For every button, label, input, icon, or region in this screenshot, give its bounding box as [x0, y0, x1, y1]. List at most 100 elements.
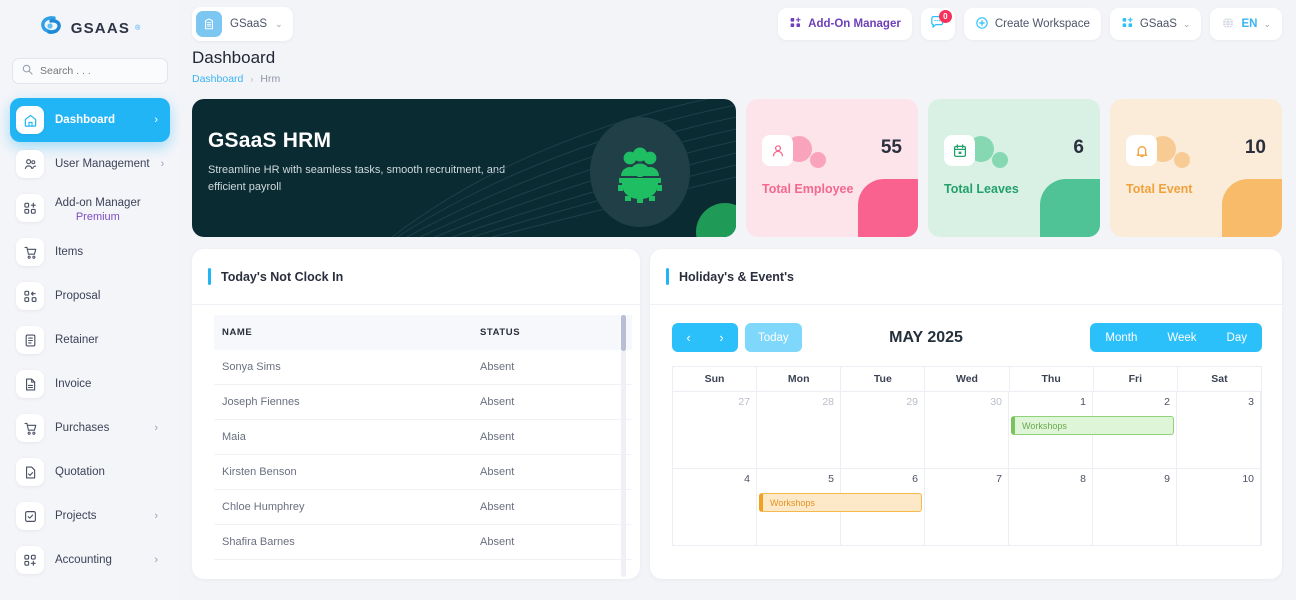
calendar-event[interactable]: Workshops — [758, 493, 922, 512]
language-select[interactable]: EN ⌄ — [1210, 8, 1282, 40]
calendar-day-cell[interactable]: 29 — [841, 391, 925, 468]
hero-banner: GSaaS HRM Streamline HR with seamless ta… — [192, 99, 736, 237]
cell-name: Chloe Humphrey — [214, 489, 472, 525]
addon-icon — [16, 546, 44, 574]
calendar-next-button[interactable]: › — [705, 323, 738, 352]
table-row[interactable]: Kirsten Benson Absent — [214, 454, 632, 490]
calendar-view-month[interactable]: Month — [1090, 323, 1152, 352]
sidebar-item-dashboard[interactable]: Dashboard › — [10, 98, 170, 142]
hero-title: GSaaS HRM — [208, 129, 332, 152]
table-scrollbar-track[interactable] — [621, 315, 626, 577]
calendar-day-cell[interactable]: 4 — [673, 468, 757, 545]
calendar-day-number: 10 — [1242, 473, 1254, 485]
table-head: NAME STATUS — [214, 315, 632, 350]
table-row[interactable]: Shafira Barnes Absent — [214, 524, 632, 560]
calendar-day-cell[interactable]: 9 — [1093, 468, 1177, 545]
topbar-actions: Add-On Manager 0 — [778, 8, 1282, 40]
table-row[interactable]: Maia Absent — [214, 419, 632, 455]
chevron-down-icon: ⌄ — [275, 18, 283, 29]
calendar-day-cell[interactable]: 30 — [925, 391, 1009, 468]
stat-value: 55 — [880, 137, 902, 158]
calendar-event[interactable]: Workshops — [1010, 416, 1174, 435]
cell-status: Absent — [472, 350, 632, 385]
table-scrollbar-thumb[interactable] — [621, 315, 626, 351]
calendar-view-week[interactable]: Week — [1152, 323, 1211, 352]
sidebar-item-purchases[interactable]: Purchases › — [10, 406, 170, 450]
calendar-view-day[interactable]: Day — [1212, 323, 1262, 352]
brand-logo[interactable]: GSAAS ® — [0, 0, 180, 48]
sidebar-item-quotation[interactable]: Quotation — [10, 450, 170, 494]
calendar-day-cell[interactable]: 2 — [1093, 391, 1177, 468]
language-label: EN — [1241, 18, 1258, 30]
sidebar-item-proposal[interactable]: Proposal — [10, 274, 170, 318]
addon-manager-button[interactable]: Add-On Manager — [778, 8, 912, 40]
breadcrumb-dashboard[interactable]: Dashboard — [192, 73, 244, 85]
home-icon — [16, 106, 44, 134]
chevron-right-icon: › — [154, 554, 158, 566]
building-icon — [196, 11, 222, 37]
calendar-day-cell[interactable]: 10 — [1177, 468, 1261, 545]
calendar-toolbar: ‹ › Today MAY 2025 Month Week Day — [650, 305, 1282, 366]
chevron-right-icon: › — [160, 158, 165, 170]
calendar-icon — [944, 135, 975, 166]
workspace-select[interactable]: GSaaS ⌄ — [1109, 8, 1202, 40]
table-row[interactable]: Sonya Sims Absent — [214, 350, 632, 385]
search-box[interactable] — [12, 58, 168, 84]
calendar-day-cell[interactable]: 6 — [841, 468, 925, 545]
breadcrumb: Dashboard › Hrm — [192, 73, 1282, 85]
summary-row: GSaaS HRM Streamline HR with seamless ta… — [192, 99, 1282, 237]
table-body: Sonya Sims Absent Joseph Fiennes Absent … — [214, 350, 632, 560]
chevron-down-icon: ⌄ — [1263, 18, 1271, 29]
calendar-today-button[interactable]: Today — [745, 323, 802, 352]
plus-circle-icon — [975, 16, 989, 33]
cart-icon — [16, 238, 44, 266]
stat-card-total-employee[interactable]: 55 Total Employee — [746, 99, 918, 237]
table-row[interactable]: Joseph Fiennes Absent — [214, 384, 632, 420]
users-icon — [16, 150, 44, 178]
sidebar: GSAAS ® — [0, 0, 180, 600]
create-workspace-label: Create Workspace — [994, 18, 1090, 30]
sidebar-item-projects[interactable]: Projects › — [10, 494, 170, 538]
sidebar-item-items[interactable]: Items — [10, 230, 170, 274]
stat-label: Total Employee — [762, 182, 854, 196]
sidebar-item-invoice[interactable]: Invoice — [10, 362, 170, 406]
brand-registered-icon: ® — [135, 24, 141, 32]
sidebar-item-retainer[interactable]: Retainer — [10, 318, 170, 362]
calendar-day-cell[interactable]: 27 — [673, 391, 757, 468]
hero-subtitle: Streamline HR with seamless tasks, smoot… — [208, 164, 506, 194]
calendar-day-number: 4 — [744, 473, 750, 485]
stat-card-total-event[interactable]: 10 Total Event — [1110, 99, 1282, 237]
cell-name: Shafira Barnes — [214, 524, 472, 560]
calendar-day-cell[interactable]: 3 — [1177, 391, 1261, 468]
stat-corner-decoration — [1222, 179, 1282, 237]
create-workspace-button[interactable]: Create Workspace — [963, 8, 1101, 40]
breadcrumb-hrm: Hrm — [260, 73, 281, 85]
addon-icon — [1121, 16, 1134, 32]
chevron-right-icon: › — [250, 74, 254, 84]
column-header-status: STATUS — [472, 315, 632, 350]
projects-icon — [16, 502, 44, 530]
workspace-switcher[interactable]: GSaaS ⌄ — [192, 7, 293, 41]
sidebar-item-addon-manager[interactable]: Add-on Manager Premium — [10, 186, 170, 230]
stat-label: Total Event — [1126, 182, 1193, 196]
calendar-day-cell[interactable]: 28 — [757, 391, 841, 468]
stat-card-total-leaves[interactable]: 6 Total Leaves — [928, 99, 1100, 237]
calendar-day-cell[interactable]: 8 — [1009, 468, 1093, 545]
stat-corner-decoration — [858, 179, 918, 237]
search-input[interactable] — [40, 65, 158, 77]
cell-name: Maia — [214, 419, 472, 455]
messages-button[interactable]: 0 — [920, 8, 955, 40]
table-row[interactable]: Chloe Humphrey Absent — [214, 489, 632, 525]
calendar-day-number: 6 — [912, 473, 918, 485]
sidebar-item-accounting[interactable]: Accounting › — [10, 538, 170, 582]
cell-status: Absent — [472, 419, 632, 455]
calendar-prev-button[interactable]: ‹ — [672, 323, 705, 352]
calendar-day-number: 2 — [1164, 396, 1170, 408]
calendar-day-cell[interactable]: 7 — [925, 468, 1009, 545]
clock-in-panel: Today's Not Clock In NAME STATUS — [192, 249, 640, 579]
sidebar-item-user-management[interactable]: User Management › — [10, 142, 170, 186]
calendar-day-number: 5 — [828, 473, 834, 485]
clock-in-table: NAME STATUS Sonya Sims Absent — [214, 315, 632, 560]
calendar-day-number: 27 — [738, 396, 750, 408]
page-title: Dashboard — [192, 48, 276, 67]
